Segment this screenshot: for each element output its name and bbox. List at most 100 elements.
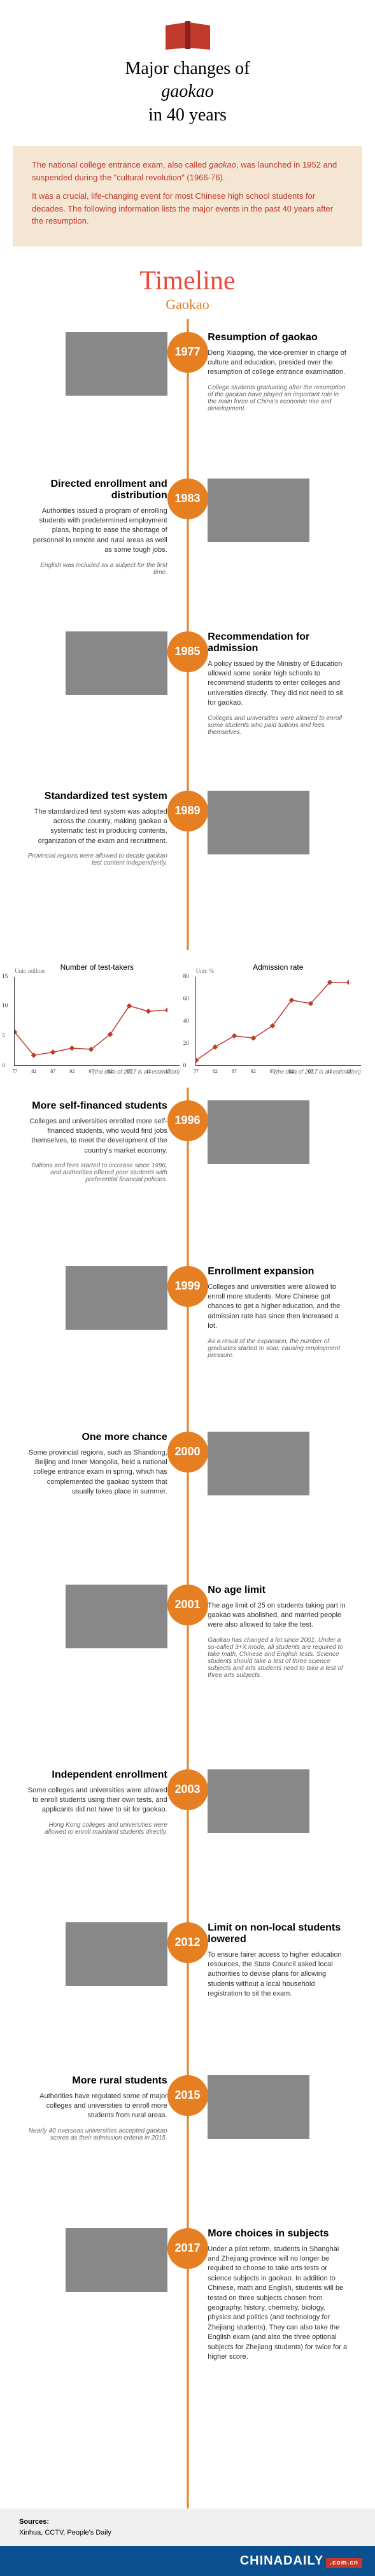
sources-text: Xinhua, CCTV, People's Daily — [19, 2529, 356, 2536]
x-tick: 87 — [50, 1069, 55, 1074]
photo-side — [27, 332, 180, 399]
text-side: Independent enrollment Some colleges and … — [27, 1769, 180, 1836]
timeline-node: 1977Resumption of gaokaoDeng Xiaoping, t… — [0, 332, 375, 440]
x-tick: 02 — [108, 1069, 113, 1074]
sources-label: Sources: — [19, 2518, 356, 2526]
timeline-node: 2000One more chance Some provincial regio… — [0, 1432, 375, 1546]
chart-area: Unit: million051015778287929702071217 — [14, 977, 180, 1066]
photo-side — [195, 1100, 348, 1167]
event-note: Provincial regions were allowed to decid… — [27, 853, 167, 867]
photo-placeholder — [66, 1585, 167, 1648]
photo-placeholder — [66, 1922, 167, 1986]
event-body: Colleges and universities enrolled more … — [27, 1117, 167, 1156]
event-body: Authorities issued a program of enrollin… — [27, 507, 167, 556]
event-title: More self-financed students — [27, 1100, 167, 1112]
x-tick: 77 — [194, 1069, 199, 1074]
x-tick: 17 — [346, 1069, 351, 1074]
book-icon — [162, 19, 213, 51]
text-side: Directed enrollment and distributionAuth… — [27, 479, 180, 576]
photo-placeholder — [66, 332, 167, 396]
timeline-node: 1985Recommendation for admissionA policy… — [0, 631, 375, 752]
chart-svg — [15, 977, 167, 1066]
timeline-title: Timeline — [0, 266, 375, 296]
charts-row: Number of test-takersUnit: million051015… — [0, 950, 375, 1088]
event-body: To ensure fairer access to higher educat… — [208, 1950, 348, 1999]
x-tick: 07 — [308, 1069, 313, 1074]
title-line1: Major changes of — [125, 59, 250, 78]
chart-note: (the data of 2017 is an estimation) — [195, 1069, 361, 1075]
event-note: Colleges and universities were allowed t… — [208, 715, 348, 736]
text-side: No age limit The age limit of 25 on stude… — [195, 1585, 348, 1679]
timeline-node: 2015More rural studentsAuthorities have … — [0, 2075, 375, 2190]
event-body: Authorities have regulated some of major… — [27, 2092, 167, 2121]
y-tick: 5 — [2, 1032, 5, 1039]
event-note: Tuitions and fees started to increase si… — [27, 1162, 167, 1183]
text-side: Standardized test systemThe standardized… — [27, 791, 180, 867]
event-title: Recommendation for admission — [208, 631, 348, 654]
timeline-node: 1999Enrollment expansionColleges and uni… — [0, 1266, 375, 1393]
timeline: 1977Resumption of gaokaoDeng Xiaoping, t… — [0, 319, 375, 2508]
x-tick: 92 — [251, 1069, 256, 1074]
text-side: More choices in subjectsUnder a pilot re… — [195, 2228, 348, 2363]
timeline-node: 2012Limit on non-local students loweredT… — [0, 1922, 375, 2037]
intro-box: The national college entrance exam, also… — [13, 146, 362, 247]
page-title: Major changes of gaokao in 40 years — [13, 57, 362, 127]
event-note: Nearly 40 overseas universities accepted… — [27, 2127, 167, 2141]
year-badge: 1996 — [167, 1100, 208, 1141]
x-tick: 07 — [127, 1069, 132, 1074]
year-badge: 2000 — [167, 1432, 208, 1472]
event-title: No age limit — [208, 1585, 348, 1596]
y-tick: 10 — [2, 1002, 8, 1009]
event-body: The standardized test system was adopted… — [27, 807, 167, 847]
photo-placeholder — [208, 479, 309, 542]
y-tick: 0 — [2, 1062, 5, 1069]
photo-side — [27, 1585, 180, 1651]
event-body: Some provincial regions, such as Shandon… — [27, 1448, 167, 1497]
photo-placeholder — [66, 2228, 167, 2292]
photo-side — [195, 1769, 348, 1836]
timeline-node: 1996More self-financed students Colleges … — [0, 1100, 375, 1228]
timeline-node: 2001No age limitThe age limit of 25 on s… — [0, 1585, 375, 1731]
event-body: Deng Xiaoping, the vice-premier in charg… — [208, 349, 348, 378]
photo-placeholder — [208, 1432, 309, 1495]
event-title: One more chance — [27, 1432, 167, 1443]
photo-side — [195, 791, 348, 858]
photo-side — [195, 1432, 348, 1499]
logo-main: CHINADAILY — [240, 2554, 324, 2568]
event-note: English was included as a subject for th… — [27, 562, 167, 576]
text-side: Limit on non-local students loweredTo en… — [195, 1922, 348, 1999]
event-body: A policy issued by the Ministry of Educa… — [208, 659, 348, 709]
sources: Sources: Xinhua, CCTV, People's Daily — [0, 2508, 375, 2546]
x-tick: 87 — [232, 1069, 237, 1074]
x-tick: 92 — [69, 1069, 74, 1074]
year-badge: 1983 — [167, 479, 208, 519]
timeline-node: 2017More choices in subjectsUnder a pilo… — [0, 2228, 375, 2432]
chart-unit: Unit: million — [15, 968, 45, 974]
chart-title: Admission rate — [195, 963, 361, 972]
text-side: One more chance Some provincial regions, … — [27, 1432, 180, 1497]
photo-placeholder — [208, 791, 309, 854]
timeline-subtitle: Gaokao — [0, 296, 375, 313]
photo-side — [27, 1922, 180, 1989]
year-badge: 2003 — [167, 1769, 208, 1810]
photo-side — [27, 1266, 180, 1333]
year-badge: 2015 — [167, 2075, 208, 2116]
text-side: More self-financed students Colleges and … — [27, 1100, 180, 1184]
timeline-header: Timeline Gaokao — [0, 266, 375, 313]
event-body: Colleges and universities were allowed t… — [208, 1283, 348, 1332]
event-body: Some colleges and universities were allo… — [27, 1786, 167, 1815]
text-side: Resumption of gaokaoDeng Xiaoping, the v… — [195, 332, 348, 412]
y-tick: 0 — [183, 1062, 187, 1069]
year-badge: 2012 — [167, 1922, 208, 1963]
photo-side — [195, 2075, 348, 2142]
event-body: The age limit of 25 on students taking p… — [208, 1601, 348, 1630]
timeline-node: 1989Standardized test systemThe standard… — [0, 791, 375, 912]
y-tick: 40 — [183, 1018, 189, 1024]
x-tick: 82 — [31, 1069, 36, 1074]
x-tick: 97 — [88, 1069, 94, 1074]
text-side: More rural studentsAuthorities have regu… — [27, 2075, 180, 2141]
chart-svg — [196, 977, 349, 1066]
chart-left: Number of test-takersUnit: million051015… — [14, 963, 180, 1075]
event-title: Independent enrollment — [27, 1769, 167, 1781]
x-tick: 02 — [289, 1069, 294, 1074]
